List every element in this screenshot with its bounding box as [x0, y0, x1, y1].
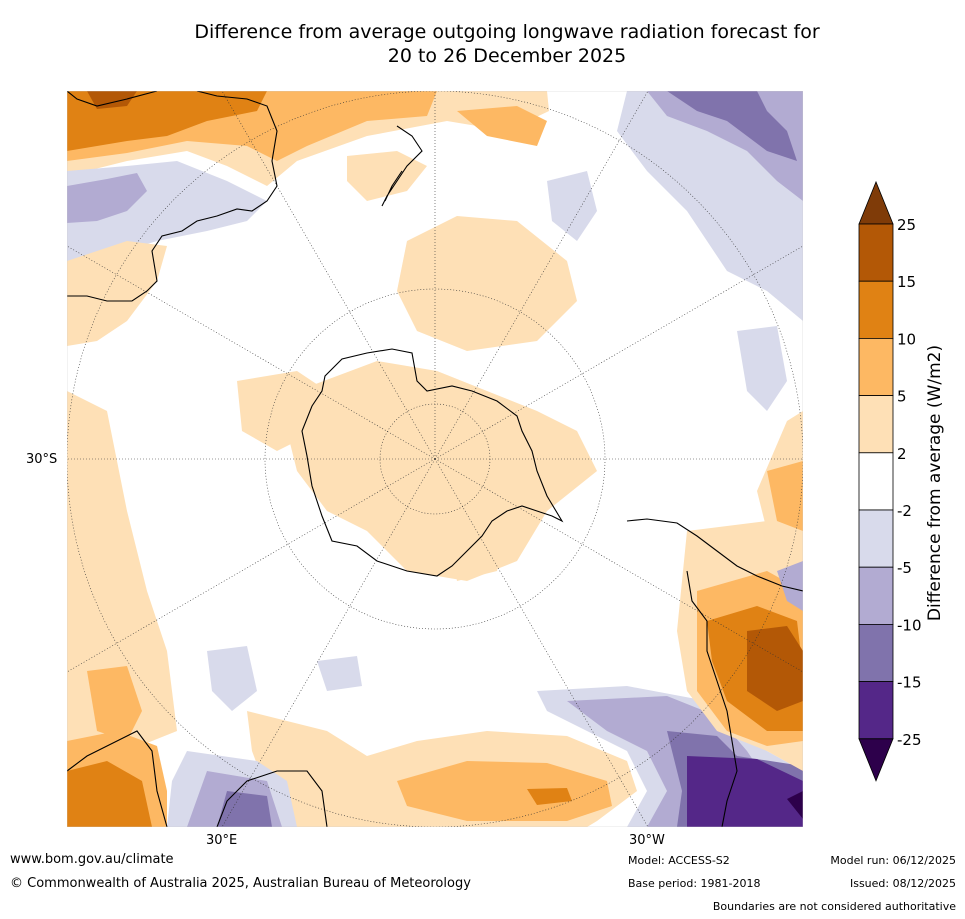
latitude-circle-60s — [264, 288, 606, 630]
south-america-coastline — [626, 518, 803, 827]
colorbar-segment — [858, 509, 894, 568]
anomaly-positive-top-left — [67, 91, 549, 186]
colorbar-tick-label: -2 — [897, 502, 912, 520]
colorbar-upper-extension — [858, 180, 894, 225]
lon-label-30e: 30°E — [206, 833, 238, 848]
colorbar-segment — [858, 452, 894, 511]
colorbar-tick-label: -5 — [897, 559, 912, 577]
colorbar-tick-label: -25 — [897, 731, 922, 749]
colorbar-title: Difference from average (W/m2) — [925, 344, 945, 622]
colorbar-tick-label: 5 — [897, 388, 907, 406]
map-title: Difference from average outgoing longwav… — [0, 20, 965, 68]
colorbar-lower-extension — [858, 738, 894, 782]
anomaly-positive-bottom — [247, 711, 637, 827]
australia-coastline — [67, 91, 278, 302]
colorbar-segment — [858, 566, 894, 625]
colorbar-segment — [858, 395, 894, 454]
colorbar-segment — [858, 681, 894, 740]
antarctica-coastline — [301, 348, 564, 577]
new-zealand-coastline — [381, 125, 423, 207]
colorbar-segment — [858, 280, 894, 339]
base-period: Base period: 1981-2018 — [628, 877, 761, 890]
graticule — [67, 91, 803, 827]
anomaly-south-america — [677, 411, 803, 771]
title-line-1: Difference from average outgoing longwav… — [194, 21, 820, 43]
boundaries-disclaimer: Boundaries are not considered authoritat… — [712, 900, 956, 913]
colorbar-segment — [858, 223, 894, 282]
africa-coastline — [67, 730, 328, 827]
issued-date: Issued: 08/12/2025 — [849, 877, 956, 890]
colorbar-tick-label: 25 — [897, 216, 916, 234]
coastlines — [67, 91, 803, 827]
colorbar-segment — [858, 337, 894, 396]
title-line-2: 20 to 26 December 2025 — [387, 45, 627, 67]
polar-map — [67, 91, 803, 827]
anomaly-positive-left — [67, 241, 177, 827]
colorbar-tick-label: 2 — [897, 445, 907, 463]
colorbar-tick-label: 10 — [897, 330, 916, 348]
colorbar-tick-label: -15 — [897, 674, 922, 692]
lat-label-30s: 30°S — [26, 452, 58, 467]
website-link[interactable]: www.bom.gov.au/climate — [10, 852, 174, 867]
model-name: Model: ACCESS-S2 — [628, 854, 730, 867]
colorbar-tick-label: -10 — [897, 616, 922, 634]
copyright-text: © Commonwealth of Australia 2025, Austra… — [10, 876, 471, 891]
anomaly-positive-central — [237, 151, 597, 581]
colorbar-tick-label: 15 — [897, 273, 916, 291]
colorbar: 25 15 10 5 2 -2 -5 -10 -15 -25 — [858, 180, 922, 782]
model-run-date: Model run: 06/12/2025 — [830, 854, 956, 867]
anomaly-negative-upper-right — [547, 91, 803, 411]
colorbar-segment — [858, 623, 894, 682]
anomaly-negative-left-band — [67, 161, 267, 266]
lon-label-30w: 30°W — [629, 833, 665, 848]
